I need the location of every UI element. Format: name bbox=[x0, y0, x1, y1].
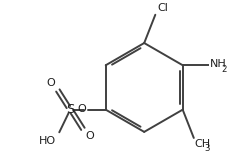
Text: Cl: Cl bbox=[157, 3, 168, 13]
Text: 3: 3 bbox=[205, 144, 210, 153]
Text: S: S bbox=[66, 103, 75, 116]
Text: NH: NH bbox=[210, 59, 227, 69]
Text: 2: 2 bbox=[221, 65, 227, 74]
Text: O: O bbox=[47, 78, 55, 88]
Text: O: O bbox=[78, 104, 87, 114]
Text: CH: CH bbox=[195, 139, 211, 149]
Text: HO: HO bbox=[39, 135, 56, 146]
Text: O: O bbox=[85, 131, 94, 142]
